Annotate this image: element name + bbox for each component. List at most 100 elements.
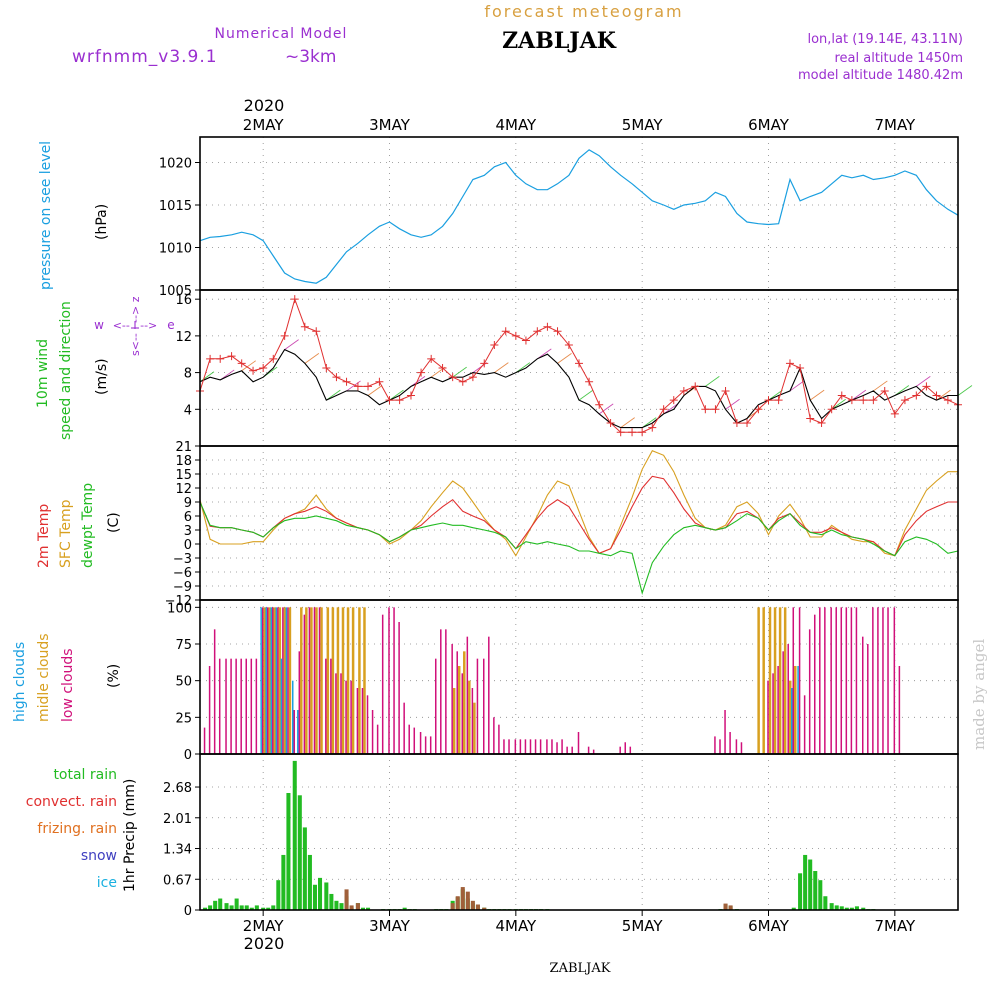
wind-gust-marker-28	[490, 341, 499, 350]
rain-total-label: total rain	[53, 767, 117, 783]
cloud-bar-2-38	[403, 702, 405, 754]
cloud-bar-0-112	[791, 688, 793, 754]
precip-total-bar-18	[297, 795, 302, 910]
precip-convect-bar-100	[728, 905, 733, 910]
wind-gust-marker-59	[817, 419, 826, 428]
precip-total-bar-122	[844, 907, 849, 910]
cloud-bar-2-25	[335, 673, 337, 754]
wind-gust-marker-24	[448, 373, 457, 382]
cloud-bar-2-30	[361, 688, 364, 754]
wind-gust-marker-50	[721, 386, 730, 395]
precip-total-bar-30	[360, 907, 365, 910]
wind-gust-marker-65	[880, 386, 889, 395]
panel-frame-1	[199, 289, 959, 447]
x-tick-bottom-3: 5MAY	[622, 917, 664, 935]
cloud-bar-2-62	[529, 739, 532, 754]
wind-arrow-48	[705, 375, 720, 387]
wind-gust-marker-27	[480, 359, 489, 368]
cloud-bar-1-108	[773, 607, 777, 754]
cloud-bar-2-8	[245, 658, 247, 754]
cloud-bar-1-106	[762, 607, 765, 754]
y-tick-2-8: 12	[175, 482, 192, 497]
precip-total-bar-112	[791, 907, 796, 910]
pressure-unit: (hPa)	[94, 204, 110, 240]
precip-total-bar-38	[402, 907, 407, 910]
precip-total-bar-120	[834, 905, 839, 910]
cloud-bar-2-126	[867, 644, 869, 754]
wind-gust-marker-58	[806, 414, 815, 423]
cloud-bar-2-71	[577, 732, 580, 754]
y-tick-2-9: 15	[175, 468, 192, 483]
wind-gust-marker-37	[585, 377, 594, 386]
cloud-bar-2-51	[471, 688, 474, 754]
cloud-bar-2-118	[824, 607, 826, 754]
wind-gust-marker-71	[943, 396, 952, 405]
cloud-bar-2-66	[551, 739, 553, 754]
wind-gust-marker-54	[764, 396, 773, 405]
wind-arrow-60	[831, 398, 846, 410]
wind-gust-marker-36	[575, 359, 583, 368]
precip-total-bar-14	[276, 880, 281, 910]
wind-arrow-34	[557, 353, 572, 364]
wind-gust-marker-67	[900, 396, 909, 405]
model-name: wrfnmm_v3.9.1	[72, 47, 218, 67]
cloud-bar-1-48	[457, 666, 461, 754]
wind-gust-marker-49	[711, 405, 720, 414]
x-tick-top-5: 7MAY	[874, 116, 916, 134]
cloud-bar-1-12	[268, 607, 271, 754]
cloud-mid-label: midle clouds	[36, 633, 52, 722]
wind-gust-marker-12	[322, 364, 331, 372]
wind-gust-marker-14	[342, 377, 351, 386]
wind-arrow-36	[578, 389, 594, 401]
precip-total-bar-26	[339, 903, 344, 910]
pressure-title: pressure on see level	[38, 141, 54, 290]
cloud-bar-1-24	[331, 607, 335, 754]
rain-freezing-label: frizing. rain	[37, 821, 117, 837]
precip-total-bar-6	[234, 898, 239, 910]
cloud-bar-2-56	[498, 724, 500, 754]
cloud-bar-2-20	[308, 607, 311, 754]
precip-total-bar-12	[266, 907, 271, 910]
cloud-bar-2-14	[277, 607, 279, 754]
cloud-bar-2-60	[519, 739, 522, 754]
wind-gust-marker-66	[890, 409, 899, 418]
cloud-bar-1-105	[757, 607, 760, 754]
cloud-bar-2-64	[539, 739, 542, 754]
precip-total-bar-19	[302, 827, 307, 910]
wind-gust-marker-17	[375, 377, 384, 386]
wind-gust-marker-60	[827, 405, 836, 414]
cloud-bar-2-17	[293, 710, 295, 754]
cloud-bar-2-42	[424, 736, 427, 754]
wind-gust-marker-8	[280, 331, 289, 340]
cloud-bar-2-9	[250, 658, 253, 754]
x-tick-top-0: 2MAY	[243, 116, 285, 134]
y-tick-2-4: 0	[184, 538, 192, 553]
y-tick-1-1: 8	[184, 367, 192, 382]
wind-arrow-40	[620, 417, 635, 429]
y-tick-3-3: 75	[175, 638, 192, 653]
cloud-bar-2-69	[566, 746, 568, 754]
cloud-bar-1-27	[346, 607, 350, 754]
cloud-bar-2-0	[203, 727, 206, 754]
wind-gust-marker-52	[743, 419, 752, 428]
cloud-bar-2-129	[882, 607, 884, 754]
cloud-bar-1-51	[473, 702, 476, 754]
wind-gust-marker-42	[638, 428, 647, 437]
cloud-bar-2-58	[508, 739, 510, 754]
cloud-bar-2-43	[429, 736, 432, 754]
y-tick-2-11: 21	[175, 440, 192, 455]
precip-convect-bar-53	[482, 907, 487, 910]
cloud-bar-2-15	[282, 607, 284, 754]
wind-gust-marker-13	[332, 373, 341, 382]
cloud-bar-0-15	[280, 658, 283, 754]
station-title: ZABLJAK	[502, 28, 617, 54]
precip-total-bar-17	[292, 760, 297, 910]
cloud-bar-2-11	[261, 607, 264, 754]
precip-convect-bar-27	[344, 889, 349, 910]
precip-total-bar-25	[334, 900, 339, 910]
cloud-bar-1-20	[310, 607, 313, 754]
precip-total-bar-113	[798, 873, 803, 910]
cloud-bar-2-22	[318, 607, 321, 754]
cloud-bar-1-47	[452, 688, 456, 754]
precip-convect-bar-51	[470, 900, 475, 910]
